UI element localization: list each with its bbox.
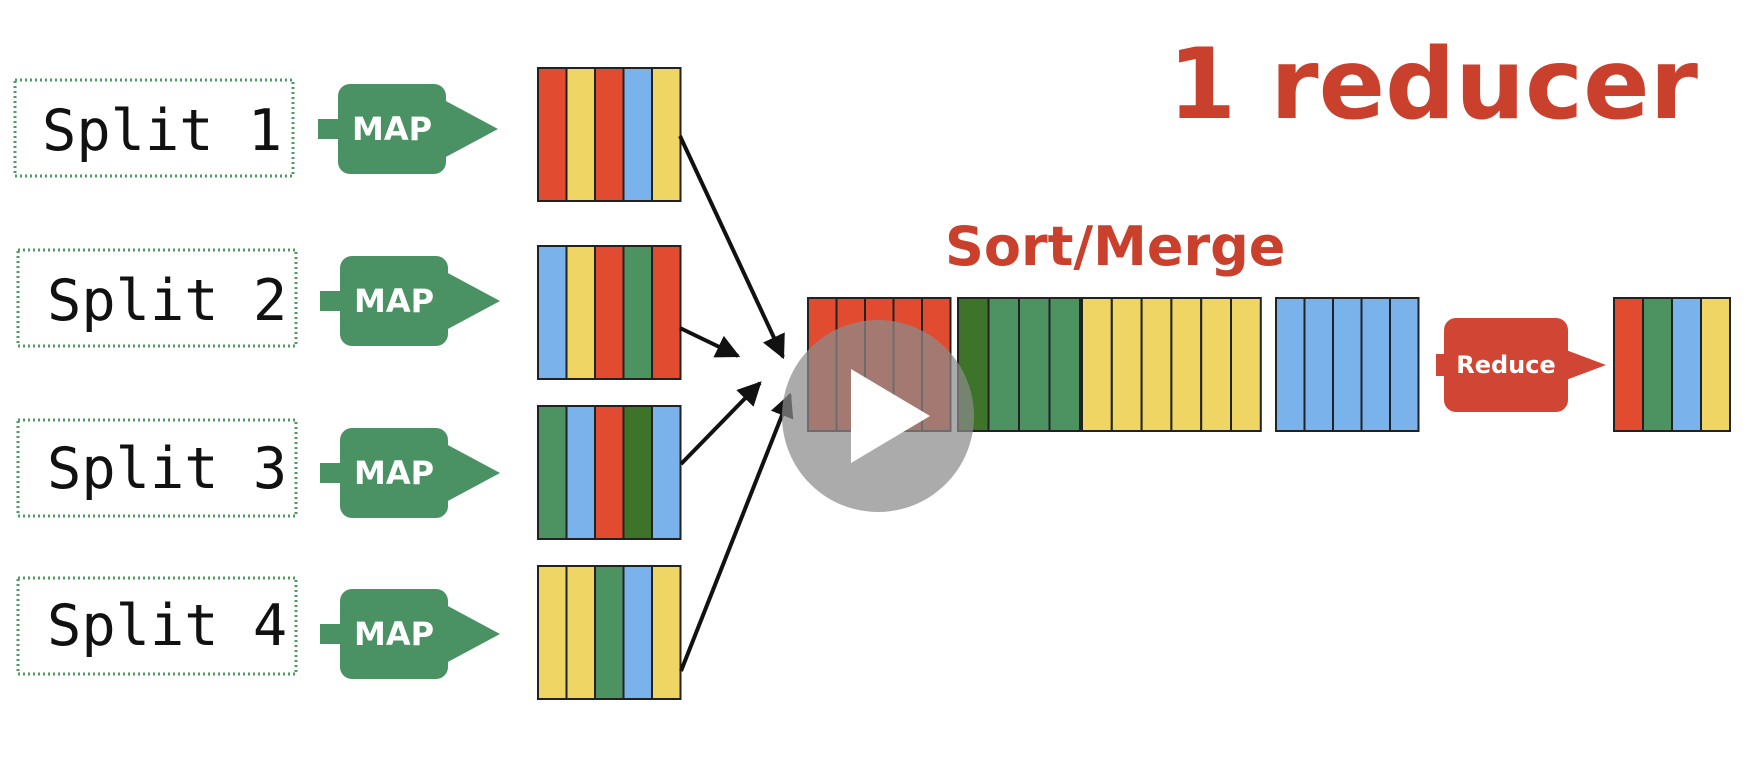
green-record bbox=[1642, 297, 1673, 432]
arrow-right-icon bbox=[446, 605, 500, 663]
red-record bbox=[537, 67, 568, 202]
arrow-split4 bbox=[679, 392, 794, 672]
map-label: MAP bbox=[352, 110, 432, 148]
yellow-record bbox=[1170, 297, 1203, 432]
arrow-split2 bbox=[679, 326, 741, 358]
subtitle: Sort/Merge bbox=[945, 215, 1285, 278]
blue-record bbox=[537, 245, 568, 380]
blue-record bbox=[1275, 297, 1306, 432]
arrow-right-icon bbox=[446, 444, 500, 502]
yellow-record bbox=[537, 565, 568, 700]
yellow-record bbox=[651, 565, 682, 700]
arrow-right-icon bbox=[446, 272, 500, 330]
map-outputs bbox=[537, 67, 682, 700]
result-stack bbox=[1613, 297, 1731, 432]
map-label: MAP bbox=[354, 454, 434, 492]
split-box bbox=[16, 248, 298, 348]
arrow-right-icon bbox=[1566, 350, 1606, 380]
reduce-label: Reduce bbox=[1456, 351, 1556, 379]
play-icon bbox=[851, 369, 930, 463]
split-label: Split 2 bbox=[47, 268, 287, 334]
reduce-block: Reduce bbox=[1436, 318, 1606, 412]
split-box bbox=[16, 418, 298, 518]
map-block: MAP bbox=[320, 256, 500, 346]
red-record bbox=[594, 245, 625, 380]
blue-record bbox=[1671, 297, 1702, 432]
yellow-record bbox=[1700, 297, 1731, 432]
split-label: Split 3 bbox=[47, 436, 287, 502]
red-record bbox=[594, 67, 625, 202]
map-output-2 bbox=[537, 245, 682, 380]
split-row-1: Split 1 MAP bbox=[13, 78, 498, 178]
blue-record bbox=[565, 405, 596, 540]
yellow-record bbox=[565, 67, 596, 202]
yellow-record bbox=[1081, 297, 1113, 432]
yellow-record bbox=[1110, 297, 1143, 432]
merged-group-4 bbox=[1275, 297, 1420, 432]
red-record bbox=[594, 405, 625, 540]
blue-record bbox=[1303, 297, 1334, 432]
merged-group-2 bbox=[957, 297, 1081, 432]
map-block: MAP bbox=[320, 589, 500, 679]
blue-record bbox=[1389, 297, 1420, 432]
arrow-right-icon bbox=[444, 100, 498, 158]
map-label: MAP bbox=[354, 615, 434, 653]
green-record bbox=[594, 565, 625, 700]
darkgreen-record bbox=[622, 405, 653, 540]
blue-record bbox=[1332, 297, 1363, 432]
map-block: MAP bbox=[318, 84, 498, 174]
map-label: MAP bbox=[354, 282, 434, 320]
blue-record bbox=[622, 565, 653, 700]
merged-group-3 bbox=[1081, 297, 1262, 432]
blue-record bbox=[651, 405, 682, 540]
title: 1 reducer bbox=[1168, 28, 1699, 142]
split-label: Split 1 bbox=[42, 98, 282, 164]
yellow-record bbox=[1230, 297, 1262, 432]
yellow-record bbox=[1200, 297, 1232, 432]
yellow-record bbox=[1140, 297, 1173, 432]
split-label: Split 4 bbox=[47, 593, 287, 659]
blue-record bbox=[1360, 297, 1391, 432]
split-row-2: Split 2 MAP bbox=[16, 248, 500, 348]
green-record bbox=[1018, 297, 1051, 432]
yellow-record bbox=[651, 67, 682, 202]
split-box bbox=[16, 576, 298, 676]
green-record bbox=[622, 245, 653, 380]
reduce-output bbox=[1613, 297, 1731, 432]
split-row-3: Split 3 MAP bbox=[16, 418, 500, 518]
arrow-split1 bbox=[678, 135, 785, 360]
red-record bbox=[1613, 297, 1644, 432]
green-record bbox=[1048, 297, 1081, 432]
map-block: MAP bbox=[320, 428, 500, 518]
blue-record bbox=[622, 67, 653, 202]
arrow-split3 bbox=[679, 381, 762, 466]
map-output-3 bbox=[537, 405, 682, 540]
play-button[interactable] bbox=[782, 320, 974, 512]
yellow-record bbox=[565, 245, 596, 380]
split-row-4: Split 4 MAP bbox=[16, 576, 500, 679]
map-output-4 bbox=[537, 565, 682, 700]
red-record bbox=[651, 245, 682, 380]
green-record bbox=[987, 297, 1020, 432]
map-output-1 bbox=[537, 67, 682, 202]
yellow-record bbox=[565, 565, 596, 700]
green-record bbox=[537, 405, 568, 540]
shuffle-arrows bbox=[678, 135, 794, 672]
split-box bbox=[13, 78, 295, 178]
